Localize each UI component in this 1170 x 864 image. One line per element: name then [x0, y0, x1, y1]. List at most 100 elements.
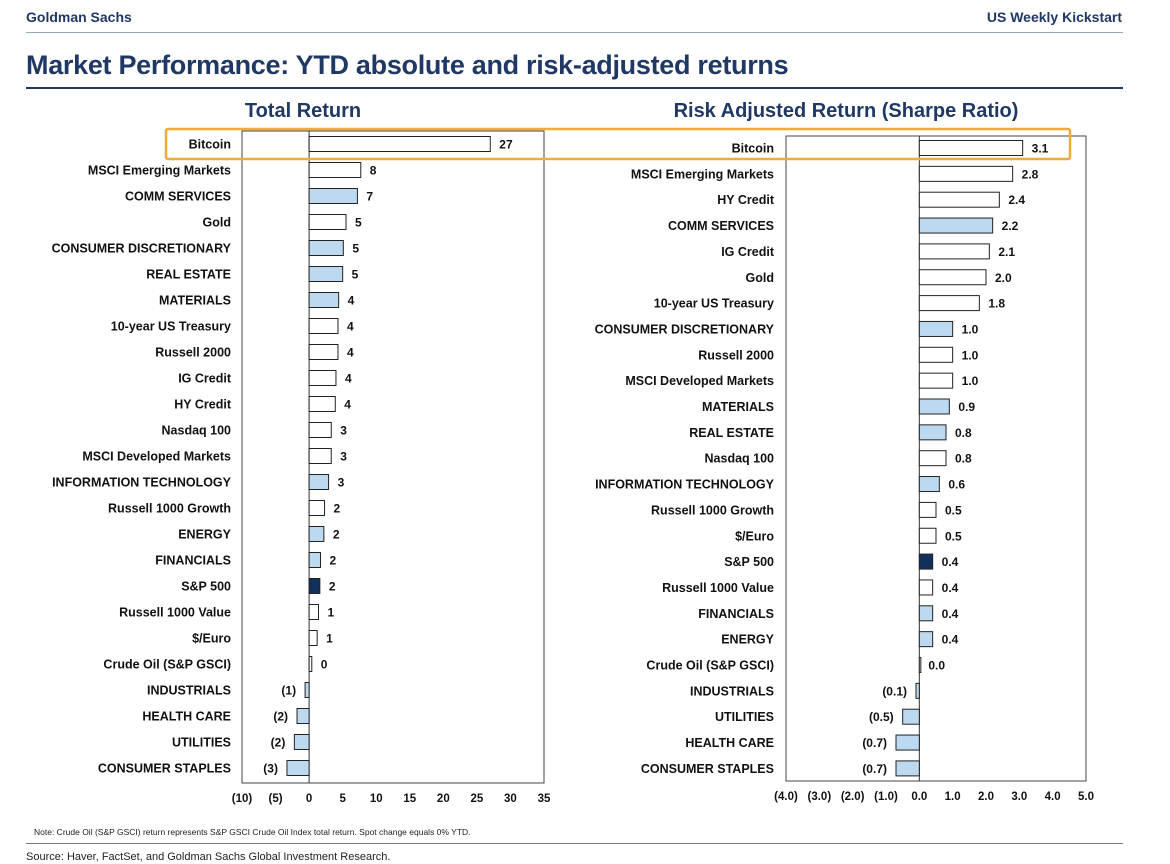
category-label: UTILITIES [715, 710, 774, 724]
bar [308, 474, 330, 490]
data-label: (0.1) [882, 684, 907, 698]
category-label: MSCI Developed Markets [82, 450, 231, 464]
bar [308, 188, 358, 204]
data-label: 2.8 [1022, 167, 1039, 181]
x-tick-label: 0 [306, 793, 312, 805]
x-tick-label: 5.0 [1078, 791, 1094, 803]
data-label: 5 [352, 242, 359, 256]
bar [308, 630, 318, 646]
category-label: HEALTH CARE [685, 736, 774, 750]
category-label: Russell 1000 Growth [108, 502, 231, 516]
bar [918, 424, 947, 441]
x-tick-label: 2.0 [978, 791, 994, 803]
data-label: 2.2 [1002, 219, 1019, 233]
bar [918, 398, 950, 415]
x-tick-label: 10 [370, 793, 383, 805]
x-tick-label: 0.0 [911, 791, 927, 803]
bar [918, 476, 940, 493]
category-label: COMM SERVICES [668, 219, 774, 233]
category-label: S&P 500 [181, 580, 231, 594]
bar [293, 734, 310, 750]
category-label: IG Credit [721, 245, 775, 259]
data-label: 3 [340, 450, 347, 464]
source-line: Source: Haver, FactSet, and Goldman Sach… [26, 851, 391, 863]
data-label: 1 [328, 606, 335, 620]
category-label: Russell 1000 Growth [651, 503, 774, 517]
bar [918, 553, 934, 570]
bar [308, 656, 313, 672]
data-label: 2.0 [995, 271, 1012, 285]
bar [308, 344, 339, 360]
bar [308, 162, 362, 178]
bar [296, 708, 310, 724]
data-label: 1.0 [962, 374, 979, 388]
data-label: 4 [347, 346, 354, 360]
data-label: (0.7) [862, 736, 887, 750]
category-label: Bitcoin [732, 142, 774, 156]
data-label: 0.9 [958, 400, 975, 414]
category-label: CONSUMER DISCRETIONARY [52, 242, 232, 256]
category-label: Russell 2000 [155, 346, 231, 360]
x-tick-label: 25 [470, 793, 483, 805]
data-label: (3) [263, 762, 278, 776]
x-tick-label: 1.0 [945, 791, 961, 803]
category-label: Nasdaq 100 [705, 452, 775, 466]
x-tick-label: 30 [504, 793, 517, 805]
bar [308, 370, 337, 386]
data-label: 2.4 [1008, 193, 1025, 207]
data-label: 4 [347, 320, 354, 334]
category-label: INDUSTRIALS [147, 684, 231, 698]
bar [308, 448, 332, 464]
bar [308, 318, 339, 334]
data-label: 2 [334, 502, 341, 516]
data-label: 3 [338, 476, 345, 490]
page-title: Market Performance: YTD absolute and ris… [26, 50, 789, 80]
footer-divider [26, 843, 1123, 844]
bar [308, 136, 491, 152]
bar [308, 292, 340, 308]
category-label: FINANCIALS [155, 554, 231, 568]
category-label: MSCI Emerging Markets [631, 167, 774, 181]
category-label: $/Euro [735, 529, 774, 543]
category-label: MATERIALS [159, 294, 231, 308]
category-label: 10-year US Treasury [111, 320, 231, 334]
data-label: 0.4 [942, 581, 959, 595]
bar [918, 295, 980, 312]
x-tick-label: 20 [437, 793, 450, 805]
data-label: 0.4 [942, 633, 959, 647]
category-label: Gold [203, 216, 231, 230]
category-label: Bitcoin [189, 138, 231, 152]
x-tick-label: (1.0) [874, 791, 898, 803]
plot-frame-right [785, 135, 1087, 782]
category-label: FINANCIALS [698, 607, 774, 621]
data-label: 0.5 [945, 503, 962, 517]
bar [308, 552, 322, 568]
data-label: 3.1 [1032, 142, 1049, 156]
bar [918, 605, 934, 622]
bar [304, 682, 310, 698]
data-label: 5 [352, 268, 359, 282]
bar [918, 191, 1000, 208]
chart-title-left: Total Return [245, 100, 361, 122]
x-tick-label: 5 [339, 793, 346, 805]
data-label: 3 [340, 424, 347, 438]
bar [308, 422, 332, 438]
data-label: 2.1 [998, 245, 1015, 259]
plot-frame-left [241, 130, 545, 784]
category-label: INFORMATION TECHNOLOGY [595, 478, 775, 492]
data-label: 0.8 [955, 426, 972, 440]
bar [308, 214, 347, 230]
data-label: 4 [345, 372, 352, 386]
data-label: 0.6 [948, 478, 965, 492]
category-label: REAL ESTATE [146, 268, 231, 282]
category-label: UTILITIES [172, 736, 231, 750]
bar [918, 217, 994, 234]
bar [918, 269, 987, 286]
bar [918, 657, 922, 673]
category-label: CONSUMER DISCRETIONARY [595, 322, 775, 336]
bar [918, 320, 954, 337]
category-label: MSCI Emerging Markets [88, 164, 231, 178]
x-tick-label: 3.0 [1011, 791, 1027, 803]
category-label: MSCI Developed Markets [625, 374, 774, 388]
data-label: 7 [366, 190, 373, 204]
